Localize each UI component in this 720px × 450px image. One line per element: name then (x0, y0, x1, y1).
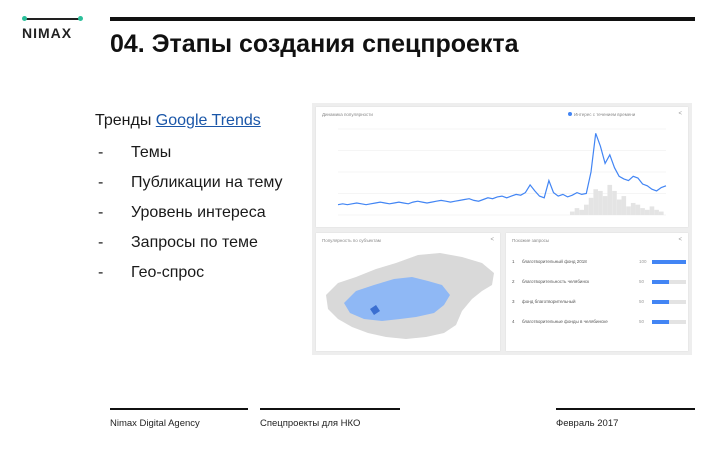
chart-volume-bar (584, 204, 589, 215)
footer-agency: Nimax Digital Agency (110, 418, 200, 429)
google-trends-link[interactable]: Google Trends (155, 112, 261, 129)
interest-over-time-card: Динамика популярности Интерес с течением… (316, 107, 688, 227)
chart-volume-bar (626, 206, 631, 215)
bullet-dash: - (98, 234, 104, 251)
query-rank: 3 (512, 299, 515, 304)
chart-volume-bar (635, 204, 641, 215)
legend-text: Интерес с течением времени (574, 112, 636, 117)
map-land-blue (344, 277, 450, 321)
query-bar-fill (652, 280, 669, 284)
chart-volume-bar (569, 211, 575, 215)
query-bar-track (652, 320, 686, 324)
bullet-item: - Темы (98, 142, 283, 172)
query-rank: 2 (512, 279, 515, 284)
query-bar-fill (652, 320, 669, 324)
nimax-logo: NIMAX (22, 14, 84, 41)
chart-volume-bar (579, 209, 584, 215)
query-row[interactable]: 4 благотворительные фонды в челябинске 5… (512, 317, 686, 327)
bullet-text: Темы (131, 144, 172, 161)
query-rank: 4 (512, 319, 515, 324)
chart-volume-bar (574, 208, 580, 215)
russia-map (326, 253, 494, 339)
query-value: 50 (639, 319, 645, 324)
bullet-dash: - (98, 264, 104, 281)
query-bar-fill (652, 300, 669, 304)
bullet-text: Гео-спрос (131, 264, 205, 281)
bullet-text: Уровень интереса (131, 204, 266, 221)
slide-title: 04. Этапы создания спецпроекта (110, 30, 519, 58)
title-rule (110, 17, 695, 21)
map-region-dark (370, 305, 380, 315)
chart-volume-bar (621, 196, 627, 215)
query-text: благотворительные фонды в челябинске (522, 319, 608, 324)
query-bar-track (652, 280, 686, 284)
logo-wordmark: NIMAX (22, 25, 73, 41)
chart-series-line (337, 133, 667, 206)
footer-topic: Спецпроекты для НКО (260, 418, 361, 429)
chart-volume-bar (588, 197, 594, 215)
map-card-title: Популярность по субъектам (322, 238, 381, 243)
bullet-item: - Публикации на тему (98, 172, 283, 202)
bullet-item: - Запросы по теме (98, 232, 283, 262)
footer-rule-date (556, 408, 695, 410)
chart-volume-bar (598, 190, 603, 215)
query-text: фонд благотворительный (522, 299, 576, 304)
intro-line: Тренды Google Trends (95, 112, 261, 130)
query-row[interactable]: 2 благотворительность челябинск 50 (512, 277, 686, 287)
query-rank: 1 (512, 259, 515, 264)
logo-dot-right (78, 16, 83, 21)
chart-volume-bar (602, 196, 608, 215)
bullet-item: - Гео-спрос (98, 262, 283, 292)
bullet-item: - Уровень интереса (98, 202, 283, 232)
interest-chart (337, 128, 667, 216)
bullet-list: - Темы - Публикации на тему - Уровень интер… (98, 142, 283, 292)
query-row[interactable]: 3 фонд благотворительный 50 (512, 297, 686, 307)
region-map-card: Популярность по субъектам < (316, 233, 500, 351)
chart-volume-bar (640, 208, 645, 215)
footer-date: Февраль 2017 (556, 418, 619, 429)
google-trends-screenshot: Динамика популярности Интерес с течением… (312, 103, 692, 355)
bullet-dash: - (98, 144, 104, 161)
footer-rule-agency (110, 408, 248, 410)
bullet-text: Запросы по теме (131, 234, 258, 251)
query-text: благотворительность челябинск (522, 279, 590, 284)
share-icon[interactable]: < (678, 237, 682, 243)
share-icon[interactable]: < (678, 111, 682, 117)
query-value: 50 (639, 279, 645, 284)
chart-volume-bar (659, 211, 664, 215)
intro-prefix: Тренды (95, 112, 156, 129)
chart-volume-bar (654, 209, 659, 215)
chart-volume-bar (593, 189, 599, 215)
bullet-dash: - (98, 204, 104, 221)
query-value: 100 (639, 259, 647, 264)
chart-volume-bar (649, 206, 655, 215)
query-row[interactable]: 1 благотворительный фонд 2018 100 (512, 257, 686, 267)
logo-bar (24, 18, 82, 20)
interest-card-title: Динамика популярности (322, 112, 373, 117)
logo-dot-left (22, 16, 27, 21)
chart-volume-bar (612, 190, 617, 215)
related-queries-card: Похожие запросы < 1 благотворительный фо… (506, 233, 688, 351)
chart-volume-bar (607, 184, 613, 215)
query-bar-track (652, 300, 686, 304)
query-bar-track (652, 260, 686, 264)
bullet-text: Публикации на тему (131, 174, 283, 191)
queries-card-title: Похожие запросы (512, 238, 550, 243)
legend-dot (568, 112, 572, 116)
chart-volume-bar (630, 202, 636, 215)
query-text: благотворительный фонд 2018 (522, 259, 587, 264)
query-bar-fill (652, 260, 686, 264)
bullet-dash: - (98, 174, 104, 191)
chart-volume-bar (644, 209, 650, 215)
footer-rule-topic (260, 408, 400, 410)
share-icon[interactable]: < (490, 237, 494, 243)
chart-volume-bar (616, 199, 622, 215)
interest-legend: Интерес с течением времени (568, 112, 635, 117)
query-value: 50 (639, 299, 645, 304)
